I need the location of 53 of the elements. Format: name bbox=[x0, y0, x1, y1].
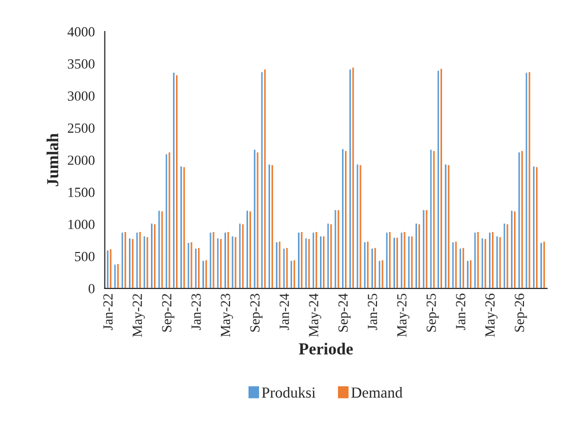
y-tick-label: 2500 bbox=[68, 123, 95, 133]
y-axis-title: Jumlah bbox=[46, 133, 58, 186]
bar bbox=[277, 240, 282, 288]
y-tick-label: 1000 bbox=[68, 220, 95, 230]
y-tick-label: 3500 bbox=[68, 59, 95, 69]
bar bbox=[476, 230, 480, 288]
x-tick-label: Jan-22 bbox=[103, 294, 113, 330]
bar bbox=[402, 230, 407, 288]
bar bbox=[446, 164, 451, 288]
bar bbox=[358, 164, 363, 288]
x-tick-label: Sep-25 bbox=[426, 294, 439, 332]
bar bbox=[270, 164, 274, 288]
x-tick-label: Sep-22 bbox=[162, 294, 174, 332]
bar bbox=[542, 240, 546, 288]
y-tick-label: 1500 bbox=[68, 188, 95, 198]
x-tick-label: Sep-24 bbox=[338, 293, 351, 332]
x-tick-label: May-22 bbox=[132, 294, 145, 337]
bar bbox=[314, 230, 319, 288]
x-tick-label: Jan-23 bbox=[191, 294, 201, 330]
bar bbox=[196, 246, 201, 288]
x-tick-label: Jan-24 bbox=[280, 293, 289, 330]
x-tick-label: May-24 bbox=[309, 293, 322, 337]
bar bbox=[284, 246, 290, 288]
x-tick-label: Jan-26 bbox=[456, 294, 466, 330]
x-axis-title: Periode bbox=[298, 342, 353, 355]
x-tick-label: May-23 bbox=[220, 294, 234, 337]
bar bbox=[182, 166, 186, 288]
bar bbox=[527, 70, 532, 288]
bar bbox=[108, 248, 113, 288]
x-tick-label: May-26 bbox=[485, 294, 498, 337]
bar bbox=[211, 230, 216, 288]
y-tick-label: 500 bbox=[75, 252, 95, 262]
bar bbox=[461, 246, 466, 288]
bar bbox=[372, 246, 378, 288]
x-tick-label: Jan-25 bbox=[368, 294, 378, 330]
x-tick-label: Sep-26 bbox=[514, 294, 527, 332]
x-tick-label: Sep-23 bbox=[250, 294, 262, 332]
bar bbox=[138, 230, 142, 288]
bar bbox=[534, 166, 539, 288]
legend-label: Demand bbox=[351, 386, 402, 398]
bar bbox=[262, 68, 268, 288]
bar bbox=[350, 66, 356, 288]
bar bbox=[300, 230, 304, 288]
y-tick-label: 3000 bbox=[68, 91, 95, 101]
y-tick-label: 0 bbox=[88, 284, 95, 294]
bar bbox=[388, 230, 392, 288]
x-tick-label: May-25 bbox=[397, 294, 410, 337]
bar bbox=[189, 240, 194, 288]
y-tick-label: 4000 bbox=[68, 27, 95, 37]
y-tick-label: 2000 bbox=[68, 156, 95, 165]
bar bbox=[366, 240, 370, 288]
bar bbox=[454, 240, 458, 288]
legend-label: Produksi bbox=[262, 386, 316, 398]
